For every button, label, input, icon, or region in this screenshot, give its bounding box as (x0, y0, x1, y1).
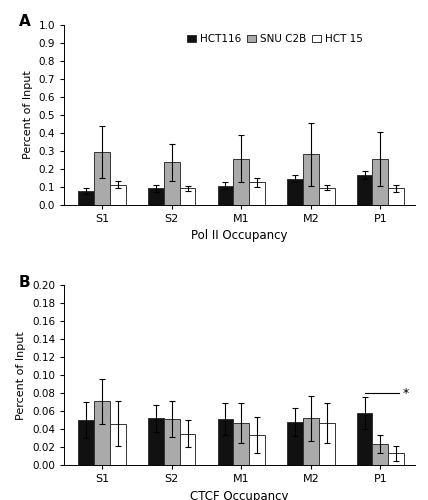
Bar (148, 418, 164, 465)
Text: *: * (402, 386, 409, 400)
Bar (78, 420, 94, 465)
Bar (388, 454, 404, 465)
Bar (372, 159, 388, 204)
Bar (164, 419, 180, 465)
Legend: HCT116, SNU C2B, HCT 15: HCT116, SNU C2B, HCT 15 (183, 30, 367, 48)
Y-axis label: Percent of Input: Percent of Input (17, 331, 27, 420)
Bar (217, 186, 233, 204)
Bar (78, 191, 94, 204)
Bar (372, 444, 388, 465)
Bar (94, 152, 110, 204)
Bar (164, 162, 180, 204)
Bar (319, 188, 335, 204)
Text: A: A (18, 14, 30, 29)
Bar (287, 422, 303, 465)
Bar (233, 423, 249, 465)
Bar (180, 188, 196, 204)
X-axis label: Pol II Occupancy: Pol II Occupancy (191, 229, 288, 242)
Text: B: B (18, 274, 30, 289)
X-axis label: CTCF Occupancy: CTCF Occupancy (190, 490, 289, 500)
Bar (148, 188, 164, 204)
Bar (180, 434, 196, 465)
Bar (357, 413, 372, 465)
Bar (303, 154, 319, 204)
Y-axis label: Percent of Input: Percent of Input (23, 70, 33, 159)
Bar (287, 178, 303, 204)
Bar (110, 424, 126, 465)
Bar (319, 423, 335, 465)
Bar (233, 159, 249, 204)
Bar (217, 419, 233, 465)
Bar (357, 175, 372, 204)
Bar (249, 436, 265, 465)
Bar (388, 188, 404, 204)
Bar (110, 185, 126, 204)
Bar (94, 401, 110, 465)
Bar (249, 182, 265, 204)
Bar (303, 418, 319, 465)
